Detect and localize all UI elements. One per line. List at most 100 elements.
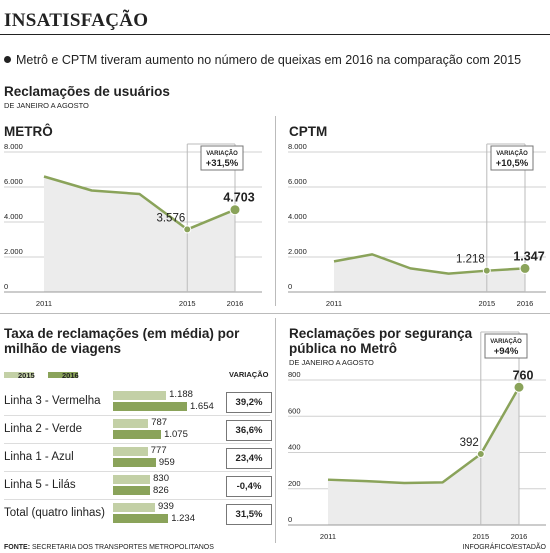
seguranca-area (328, 387, 519, 525)
bar-2016 (113, 402, 187, 411)
metro-x-label: 2015 (179, 299, 196, 308)
source-text: SECRETARIA DOS TRANSPORTES METROPOLITANO… (32, 544, 214, 551)
credit-note: INFOGRÁFICO/ESTADÃO (462, 544, 547, 551)
row-divider (4, 415, 270, 416)
metro-y-tick-label: 6.000 (4, 177, 23, 186)
bar-2016 (113, 486, 150, 495)
metro-variation-box (200, 145, 244, 171)
bar-2015 (113, 447, 148, 456)
cptm-x-label: 2015 (478, 299, 495, 308)
seguranca-variation-value: +94% (494, 346, 519, 357)
section-title: Reclamações de usuários (4, 84, 170, 99)
metro-variation-value: +31,5% (206, 158, 239, 169)
cptm-point-2015 (482, 266, 491, 275)
bar-2015 (113, 419, 149, 428)
seguranca-y-tick-label: 400 (288, 443, 301, 452)
cptm-y-tick-label: 6.000 (288, 177, 307, 186)
seguranca-x-label: 2015 (472, 532, 489, 541)
seguranca-series-line (327, 386, 521, 485)
bar-2015 (113, 475, 151, 484)
variation-cell: 39,2% (226, 392, 272, 413)
metro-point-2015 (183, 225, 192, 234)
bar-2016 (113, 458, 156, 467)
bar-row-label: Linha 2 - Verde (4, 423, 83, 435)
headline: Metrô e CPTM tiveram aumento no número d… (4, 53, 521, 67)
variation-cell: 36,6% (226, 420, 272, 441)
cptm-y-tick-label: 2.000 (288, 247, 307, 256)
seguranca-x-label: 2011 (320, 532, 336, 541)
divider-horizontal (0, 313, 550, 314)
chart-title-cptm: CPTM (289, 124, 328, 139)
seguranca-y-tick-label: 600 (288, 406, 301, 415)
section-subtitle: DE JANEIRO A AGOSTO (4, 101, 89, 110)
title-rule (0, 34, 550, 35)
row-divider (4, 471, 270, 472)
source-label: FONTE: (4, 544, 31, 551)
cptm-value-2015: 1.218 (456, 254, 485, 266)
seguranca-variation-title: VARIAÇÃO (490, 338, 522, 345)
legend-2015-label: 2015 (18, 371, 35, 380)
chart-title-metro: METRÔ (4, 124, 53, 139)
metro-value-2015: 3.576 (156, 212, 185, 224)
headline-text: Metrô e CPTM tiveram aumento no número d… (16, 53, 522, 67)
cptm-series-line (333, 253, 526, 275)
metro-x-label: 2016 (227, 299, 244, 308)
legend-2016-label: 2016 (62, 371, 79, 380)
seguranca-subtitle: DE JANEIRO A AGOSTO (289, 358, 374, 367)
row-divider (4, 499, 270, 500)
bar-row-label: Linha 5 - Lilás (4, 479, 76, 491)
cptm-chart: 8.000 6.000 4.000 2.000 0 1.218 1.347 VARIAÇÃO+… (288, 142, 546, 308)
cptm-x-label: 2016 (517, 299, 534, 308)
bar-value-2015: 939 (158, 501, 174, 512)
bullet-icon (4, 56, 11, 63)
cptm-area (334, 254, 525, 292)
page-title: INSATISFAÇÃO (4, 10, 149, 31)
bar-2015 (113, 391, 167, 400)
seguranca-chart: 800 600 400 200 0 392 760 VARIAÇÃO+94% 2011 2015 2… (288, 331, 546, 541)
divider-vertical-top (275, 116, 276, 306)
variation-header: VARIAÇÃO (229, 370, 269, 379)
metro-x-label: 2011 (36, 299, 52, 308)
legend-2015-swatch (4, 372, 34, 378)
seguranca-point-2016 (513, 381, 525, 393)
bar-value-2015: 777 (150, 445, 167, 456)
bar-value-2015: 830 (153, 473, 169, 484)
divider-vertical-bottom (275, 318, 276, 543)
taxa-title: Taxa de reclamações (em média) por milhã… (4, 326, 240, 356)
cptm-variation-box (490, 145, 534, 171)
bar-2016 (113, 430, 162, 439)
seguranca-value-2015: 392 (460, 437, 479, 449)
bar-2015 (113, 503, 155, 512)
metro-series-line (43, 175, 236, 231)
metro-value-2016: 4.703 (223, 191, 254, 205)
variation-cell: -0,4% (226, 476, 272, 497)
metro-y-tick-label: 8.000 (4, 142, 23, 151)
bar-value-2016: 1.075 (164, 429, 188, 440)
legend-2016-swatch (48, 372, 78, 378)
metro-chart: 8.000 6.000 4.000 2.000 0 3.576 4.703 VARIAÇÃO+… (4, 142, 262, 308)
seguranca-point-2015 (476, 449, 485, 458)
cptm-variation-title: VARIAÇÃO (496, 150, 528, 157)
variation-cell: 23,4% (226, 448, 272, 469)
seguranca-title: Reclamações por segurança pública no Met… (289, 326, 473, 356)
seguranca-y-tick-label: 800 (288, 370, 301, 379)
metro-point-2016 (229, 204, 241, 216)
bar-value-2016: 826 (152, 485, 169, 496)
cptm-y-tick-label: 0 (288, 282, 292, 291)
metro-y-tick-label: 4.000 (4, 212, 23, 221)
seguranca-x-label: 2016 (511, 532, 528, 541)
variation-cell: 31,5% (226, 504, 272, 525)
seguranca-value-2016: 760 (513, 368, 534, 382)
cptm-point-2016 (519, 262, 531, 274)
bar-row-label: Total (quatro linhas) (4, 507, 105, 519)
bar-value-2015: 787 (151, 417, 168, 428)
source-note: FONTE: SECRETARIA DOS TRANSPORTES METROP… (4, 544, 214, 551)
cptm-y-tick-label: 8.000 (288, 142, 307, 151)
metro-y-tick-label: 2.000 (4, 247, 23, 256)
bar-2016 (113, 514, 169, 523)
bar-value-2015: 1.188 (169, 389, 193, 400)
row-divider (4, 443, 270, 444)
bar-value-2016: 1.234 (171, 513, 195, 524)
cptm-value-2016: 1.347 (513, 249, 544, 263)
seguranca-y-tick-label: 0 (288, 515, 292, 524)
